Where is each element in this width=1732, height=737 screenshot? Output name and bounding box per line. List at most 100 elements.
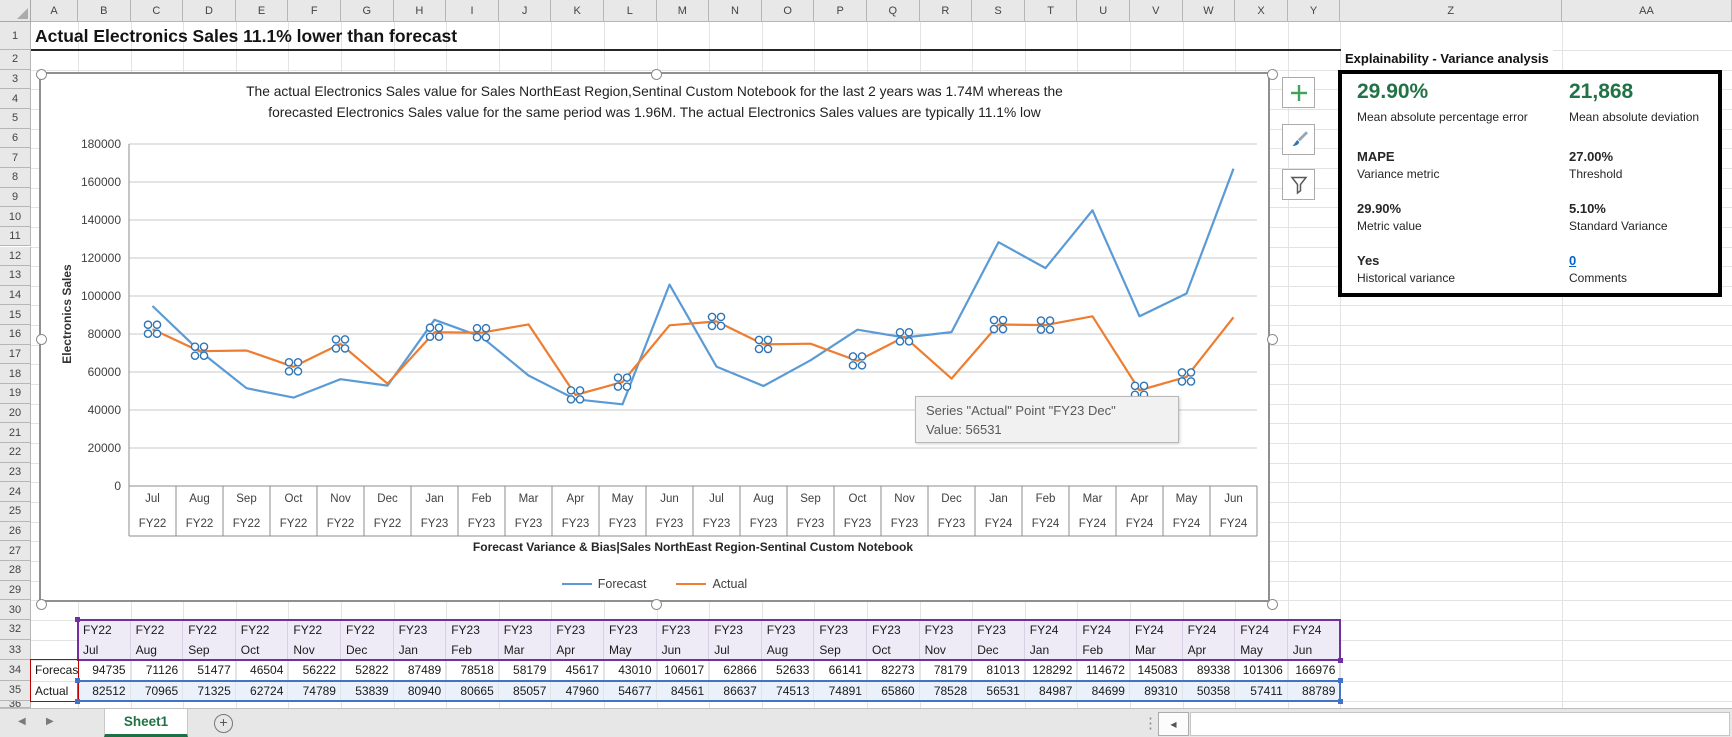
table-cell-forecast-value[interactable]: 166976 [1288,660,1341,681]
row-header-26[interactable]: 26 [0,521,31,542]
selected-point-marker[interactable] [472,323,482,333]
table-cell-fy[interactable]: FY22 [78,619,131,640]
table-cell-fy[interactable]: FY24 [1287,619,1341,640]
table-cell-forecast-value[interactable]: 128292 [1025,660,1078,681]
selected-point-marker[interactable] [152,329,162,339]
chart-legend[interactable]: Forecast Actual [41,577,1268,591]
table-cell-forecast-value[interactable]: 94735 [78,660,131,681]
table-cell-forecast-value[interactable]: 52822 [341,660,394,681]
table-cell-month[interactable]: Feb [1077,640,1130,660]
selected-point-marker[interactable] [1130,381,1140,391]
column-header-U[interactable]: U [1077,0,1130,22]
chart-resize-handle[interactable] [35,333,47,345]
table-cell-actual-value[interactable]: 80940 [393,680,447,701]
table-cell-fy[interactable]: FY23 [604,619,657,640]
row-header-18[interactable]: 18 [0,364,31,385]
selected-point-marker[interactable] [1045,325,1055,334]
row-header-30[interactable]: 30 [0,600,31,620]
column-header-Q[interactable]: Q [867,0,920,22]
row-header-7[interactable]: 7 [0,148,31,168]
table-cell-actual-value[interactable]: 53839 [341,680,394,701]
table-cell-forecast-value[interactable]: 62866 [709,660,762,681]
table-cell-forecast-value[interactable]: 58179 [499,660,552,681]
selected-point-marker[interactable] [613,373,623,382]
table-cell-month[interactable]: Nov [919,640,973,660]
forecast-series-line[interactable] [151,168,1235,406]
row-header-11[interactable]: 11 [0,226,31,247]
column-header-W[interactable]: W [1182,0,1236,22]
column-header-H[interactable]: H [393,0,447,22]
selected-point-marker[interactable] [857,361,867,370]
column-header-A[interactable]: A [31,0,78,22]
selected-point-marker[interactable] [284,367,294,376]
table-cell-actual-value[interactable]: 88789 [1287,680,1341,701]
selected-point-marker[interactable] [857,352,867,361]
row-header-23[interactable]: 23 [0,462,31,483]
selected-point-marker[interactable] [434,323,444,333]
column-header-I[interactable]: I [446,0,499,22]
column-header-K[interactable]: K [551,0,604,22]
table-row-label-actual[interactable]: Actual [35,683,69,698]
chart-object[interactable]: The actual Electronics Sales value for S… [35,68,1278,610]
table-cell-actual-value[interactable]: 84699 [1077,680,1130,701]
selected-point-marker[interactable] [904,327,914,337]
selected-point-marker[interactable] [340,335,350,344]
row-header-27[interactable]: 27 [0,541,31,561]
table-cell-forecast-value[interactable]: 145083 [1130,660,1183,681]
selected-point-marker[interactable] [1177,368,1187,377]
chart-resize-handle[interactable] [1266,68,1278,80]
chart-resize-handle[interactable] [651,598,662,610]
row-header-34[interactable]: 34 [0,660,31,681]
selected-point-marker[interactable] [472,332,482,342]
selected-point-marker[interactable] [293,367,303,376]
column-header-P[interactable]: P [814,0,867,22]
row-header-36[interactable]: 36 [0,701,31,708]
selected-point-marker[interactable] [763,344,773,354]
selected-point-marker[interactable] [481,332,491,342]
table-cell-fy[interactable]: FY23 [972,619,1025,640]
chart-filters-button[interactable] [1282,169,1315,200]
selected-point-marker[interactable] [998,324,1008,334]
table-cell-month[interactable]: Aug [761,640,815,660]
column-header-S[interactable]: S [972,0,1025,22]
table-cell-fy[interactable]: FY23 [551,619,604,640]
selected-point-marker[interactable] [1139,381,1149,391]
table-cell-actual-value[interactable]: 89310 [1130,680,1183,701]
table-cell-forecast-value[interactable]: 82273 [867,660,920,681]
row-header-8[interactable]: 8 [0,167,31,188]
table-cell-forecast-value[interactable]: 87489 [394,660,447,681]
column-header-N[interactable]: N [709,0,762,22]
selected-point-marker[interactable] [754,344,764,354]
table-cell-fy[interactable]: FY23 [656,619,710,640]
row-header-13[interactable]: 13 [0,266,31,286]
range-drag-handle[interactable] [75,677,80,683]
selected-point-marker[interactable] [707,312,717,322]
selected-point-marker[interactable] [1036,316,1046,325]
selected-point-marker[interactable] [716,312,726,322]
table-cell-fy[interactable]: FY23 [814,619,867,640]
table-cell-month[interactable]: Jul [78,640,131,660]
table-cell-actual-value[interactable]: 50358 [1182,680,1236,701]
selected-point-marker[interactable] [575,386,585,395]
column-header-Z[interactable]: Z [1340,0,1562,22]
actual-series-line[interactable] [152,315,1235,396]
column-header-M[interactable]: M [656,0,710,22]
row-header-4[interactable]: 4 [0,89,31,109]
table-cell-forecast-value[interactable]: 46504 [236,660,289,681]
table-cell-fy[interactable]: FY24 [1235,619,1288,640]
table-cell-month[interactable]: May [1235,640,1288,660]
selected-point-marker[interactable] [199,351,209,360]
column-header-C[interactable]: C [130,0,184,22]
table-cell-forecast-value[interactable]: 81013 [972,660,1025,681]
table-cell-forecast-value[interactable]: 43010 [604,660,657,681]
table-cell-actual-value[interactable]: 74789 [288,680,341,701]
selected-point-marker[interactable] [284,358,294,367]
table-cell-month[interactable]: May [604,640,657,660]
table-cell-month[interactable]: Jan [393,640,447,660]
table-cell-fy[interactable]: FY24 [1182,619,1236,640]
selected-point-marker[interactable] [895,336,905,346]
table-cell-actual-value[interactable]: 85057 [498,680,552,701]
selected-point-marker[interactable] [434,332,444,342]
tab-scrollbar-divider-icon[interactable]: ⋮ [1143,715,1158,732]
selected-point-marker[interactable] [190,342,200,351]
